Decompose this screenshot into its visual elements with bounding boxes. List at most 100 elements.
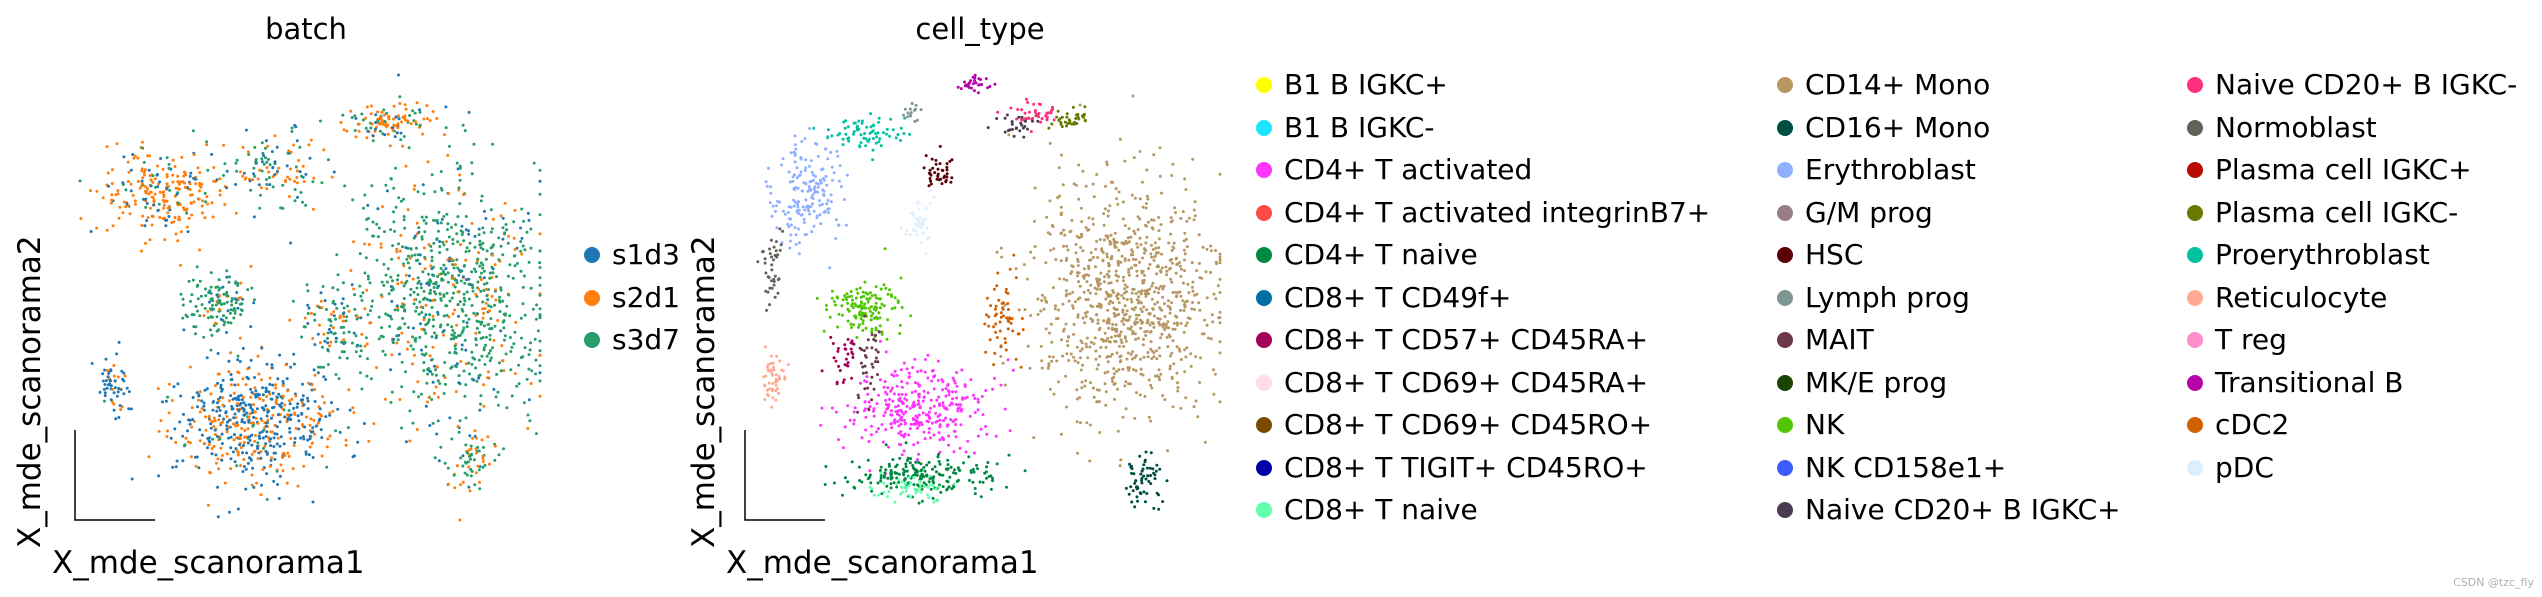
scatter-point: [488, 309, 492, 313]
scatter-point: [234, 447, 238, 451]
scatter-point: [221, 378, 225, 382]
scatter-point: [476, 257, 480, 261]
scatter-point: [1075, 234, 1079, 238]
scatter-point: [795, 166, 799, 170]
scatter-point: [451, 263, 455, 267]
scatter-point: [915, 233, 919, 237]
scatter-point: [896, 409, 900, 413]
legend-marker: [1256, 162, 1272, 179]
scatter-point: [183, 185, 187, 189]
scatter-point: [1050, 122, 1054, 126]
scatter-point: [1060, 231, 1063, 235]
scatter-point: [314, 424, 318, 428]
scatter-point: [1103, 331, 1107, 335]
scatter-point: [289, 413, 293, 417]
legend-item: CD8+ T CD57+ CD45RA+: [1256, 319, 1710, 362]
scatter-point: [318, 417, 322, 421]
scatter-point: [461, 275, 465, 279]
scatter-point: [772, 245, 776, 249]
scatter-point: [1137, 313, 1141, 317]
scatter-point: [215, 178, 219, 182]
scatter-point: [1139, 319, 1143, 322]
legend-label: s2d1: [612, 280, 680, 314]
scatter-point: [519, 249, 523, 253]
scatter-point: [331, 326, 335, 330]
scatter-point: [449, 225, 453, 229]
scatter-point: [390, 353, 394, 357]
scatter-point: [366, 129, 370, 133]
scatter-point: [292, 406, 296, 410]
scatter-point: [862, 294, 866, 298]
scatter-point: [294, 426, 298, 430]
scatter-point: [351, 198, 355, 202]
scatter-point: [987, 475, 991, 478]
scatter-point: [1040, 117, 1044, 121]
scatter-point: [1184, 324, 1188, 328]
scatter-point: [222, 314, 225, 318]
scatter-point: [870, 433, 873, 437]
scatter-point: [871, 137, 875, 140]
scatter-point: [764, 180, 768, 184]
scatter-point: [931, 496, 935, 500]
scatter-point: [840, 304, 844, 308]
scatter-point: [1127, 492, 1131, 496]
scatter-point: [469, 474, 473, 478]
scatter-point: [812, 209, 816, 213]
scatter-point: [461, 480, 465, 484]
scatter-point: [1138, 260, 1141, 264]
scatter-point: [463, 264, 466, 267]
scatter-point: [858, 346, 862, 350]
scatter-point: [227, 436, 231, 440]
scatter-point: [268, 382, 272, 386]
scatter-point: [264, 404, 268, 408]
scatter-point: [1159, 308, 1163, 312]
scatter-point: [1045, 115, 1049, 119]
scatter-point: [971, 467, 975, 471]
scatter-point: [148, 190, 152, 194]
scatter-point: [973, 396, 977, 400]
scatter-point: [1029, 130, 1033, 134]
scatter-point: [900, 385, 904, 389]
scatter-point: [532, 161, 536, 165]
scatter-point: [922, 389, 926, 393]
scatter-point: [98, 390, 102, 394]
scatter-point: [1144, 292, 1148, 296]
scatter-point: [247, 153, 251, 156]
scatter-point: [837, 312, 841, 316]
scatter-point: [1111, 301, 1115, 305]
scatter-point: [322, 148, 326, 152]
scatter-point: [811, 193, 815, 197]
scatter-point: [147, 168, 151, 172]
scatter-point: [474, 313, 478, 317]
scatter-point: [415, 221, 419, 225]
scatter-point: [761, 250, 764, 254]
scatter-point: [1154, 286, 1158, 290]
scatter-point: [479, 336, 483, 340]
scatter-point: [310, 441, 314, 445]
scatter-point: [435, 365, 439, 369]
scatter-point: [508, 336, 512, 339]
scatter-point: [917, 461, 921, 464]
scatter-point: [529, 227, 533, 231]
scatter-point: [844, 132, 848, 136]
scatter-point: [475, 261, 479, 265]
scatter-point: [930, 421, 934, 425]
scatter-point: [1181, 281, 1185, 285]
scatter-point: [1152, 506, 1156, 510]
scatter-point: [1003, 303, 1007, 307]
scatter-point: [1120, 294, 1124, 297]
scatter-point: [1157, 216, 1161, 219]
scatter-point: [271, 413, 275, 417]
scatter-point: [278, 403, 281, 407]
scatter-point: [1124, 486, 1128, 490]
scatter-point: [422, 369, 426, 373]
scatter-point: [905, 469, 909, 473]
scatter-point: [461, 464, 465, 468]
scatter-point: [956, 466, 960, 470]
scatter-point: [216, 301, 220, 305]
scatter-point: [1010, 317, 1014, 321]
scatter-point: [262, 408, 266, 412]
scatter-point: [1024, 119, 1027, 123]
scatter-point: [872, 387, 876, 391]
scatter-point: [1130, 291, 1134, 295]
